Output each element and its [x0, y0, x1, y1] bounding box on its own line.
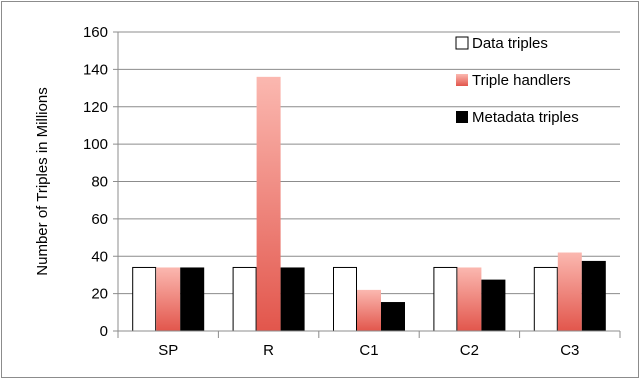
legend-swatch — [456, 111, 468, 123]
bar-metadata-triples-r — [280, 267, 305, 331]
x-tick-label: C1 — [359, 342, 378, 359]
bar-triple-handlers-r — [256, 76, 281, 331]
bar-triple-handlers-c1 — [357, 289, 381, 331]
legend-label: Metadata triples — [472, 109, 579, 126]
bar-metadata-triples-c1 — [381, 302, 405, 331]
bar-data-triples-sp — [132, 266, 157, 332]
bar-data-triples-r — [232, 266, 257, 332]
bar-metadata-triples-c3 — [581, 260, 606, 331]
bar-metadata-triples-c2 — [481, 279, 506, 331]
y-tick-labels: 0 20 40 60 80 100 120 140 160 — [83, 24, 108, 340]
legend-label: Triple handlers — [472, 72, 571, 89]
legend-swatch — [456, 74, 468, 86]
y-tick-label: 80 — [91, 174, 108, 191]
bar-triple-handlers-sp — [156, 267, 181, 331]
bar-data-triples-c1 — [333, 266, 357, 332]
y-tick-label: 120 — [83, 99, 108, 116]
legend: Data triples Triple handlers Metadata trip… — [455, 35, 579, 126]
x-tick-label: SP — [158, 342, 178, 359]
x-tick-label: C2 — [460, 342, 479, 359]
bar-metadata-triples-sp — [180, 267, 205, 331]
y-tick-label: 60 — [91, 211, 108, 228]
x-tick-labels: SP R C1 C2 C3 — [158, 342, 579, 359]
bar-data-triples-c3 — [533, 266, 558, 332]
y-tick-label: 100 — [83, 136, 108, 153]
axes — [113, 31, 621, 338]
bar-data-triples-c2 — [433, 266, 458, 332]
y-tick-label: 40 — [91, 248, 108, 265]
x-tick-label: R — [263, 342, 274, 359]
y-tick-label: 140 — [83, 61, 108, 78]
bar-triple-handlers-c3 — [557, 252, 582, 331]
y-axis-title: Number of Triples in Millions — [34, 87, 51, 275]
bar-triple-handlers-c2 — [457, 267, 482, 331]
bars — [132, 76, 606, 332]
y-tick-label: 160 — [83, 24, 108, 41]
x-tick-label: C3 — [560, 342, 579, 359]
legend-swatch — [455, 36, 469, 50]
legend-label: Data triples — [472, 35, 548, 52]
y-tick-label: 0 — [100, 323, 108, 340]
y-tick-label: 20 — [91, 286, 108, 303]
